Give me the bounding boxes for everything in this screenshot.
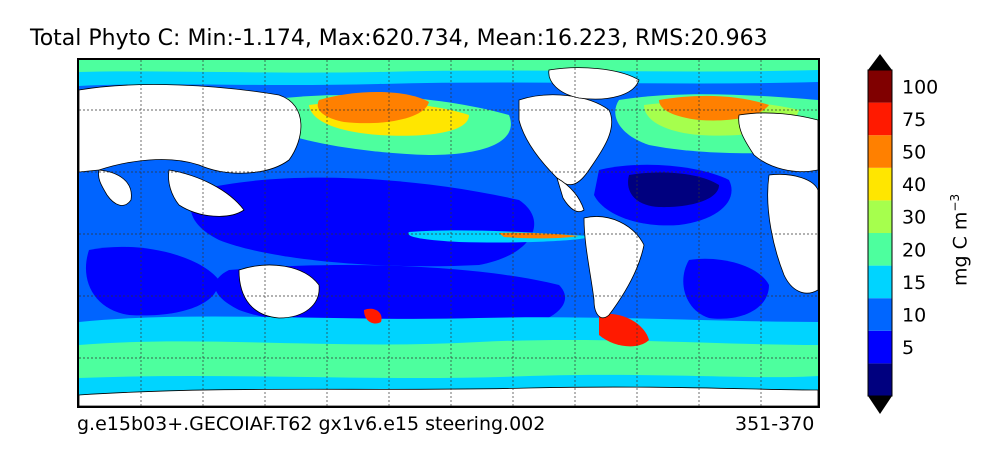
colorbar-over-arrow (868, 54, 892, 70)
colorbar-tick-label: 10 (902, 305, 926, 327)
north-pacific-gyre (190, 177, 535, 267)
colorbar-swatch (868, 330, 892, 364)
land-europe (738, 112, 818, 173)
colorbar-under-arrow (868, 396, 892, 414)
colorbar-tick-label: 5 (902, 337, 914, 359)
land-southeast-asia (168, 169, 245, 217)
colorbar-tick-label: 20 (902, 239, 926, 261)
colorbar-swatch (868, 363, 892, 396)
colorbar: 5 10 15 20 30 40 50 75 100 (867, 54, 938, 414)
colorbar-swatch (868, 265, 892, 299)
colorbar-tick-label: 30 (902, 207, 926, 229)
nz-hotspot (364, 308, 382, 324)
land-greenland (548, 67, 640, 100)
colorbar-swatch (868, 70, 892, 103)
ocean-map (77, 58, 820, 408)
colorbar-units-label: mg C m−3 (948, 194, 971, 286)
land-antarctica (79, 386, 818, 406)
land-india (98, 169, 132, 206)
colorbar-tick-label: 50 (902, 142, 926, 164)
land-eurasia (79, 84, 302, 174)
colorbar-swatch (868, 200, 892, 233)
case-name: g.e15b03+.GECOIAF.T62 gx1v6.e15 steering… (77, 413, 546, 435)
colorbar-ticks: 5 10 15 20 30 40 50 75 100 (902, 76, 938, 359)
land-australia (238, 264, 320, 319)
colorbar-swatch (868, 298, 892, 331)
plot-title: Total Phyto C: Min:-1.174, Max:620.734, … (30, 26, 768, 51)
land-central-america (556, 177, 585, 213)
colorbar-swatch (868, 233, 892, 266)
patagonian-shelf (599, 313, 649, 347)
arctic-green (79, 60, 818, 73)
bering-sea-orange (317, 91, 429, 124)
units-base: mg C m (949, 211, 972, 286)
colorbar-tick-label: 75 (902, 109, 926, 131)
colorbar-outline (867, 69, 893, 397)
colorbar-tick-label: 40 (902, 174, 926, 196)
colorbar-swatch (868, 167, 892, 201)
colorbar-tick-label: 100 (902, 76, 938, 98)
colorbar-swatch (868, 102, 892, 136)
colorbar-swatch (868, 135, 892, 168)
south-atlantic-gyre (683, 258, 769, 319)
colorbar-tick-label: 15 (902, 272, 926, 294)
equatorial-band (408, 230, 590, 243)
sargasso-core (628, 172, 719, 208)
year-range: 351-370 (735, 413, 815, 435)
land-south-america (583, 216, 645, 319)
units-exponent: −3 (948, 193, 962, 212)
colorbar-swatches (868, 70, 892, 396)
indian-gyre (85, 246, 219, 316)
map-gridlines (79, 60, 818, 406)
